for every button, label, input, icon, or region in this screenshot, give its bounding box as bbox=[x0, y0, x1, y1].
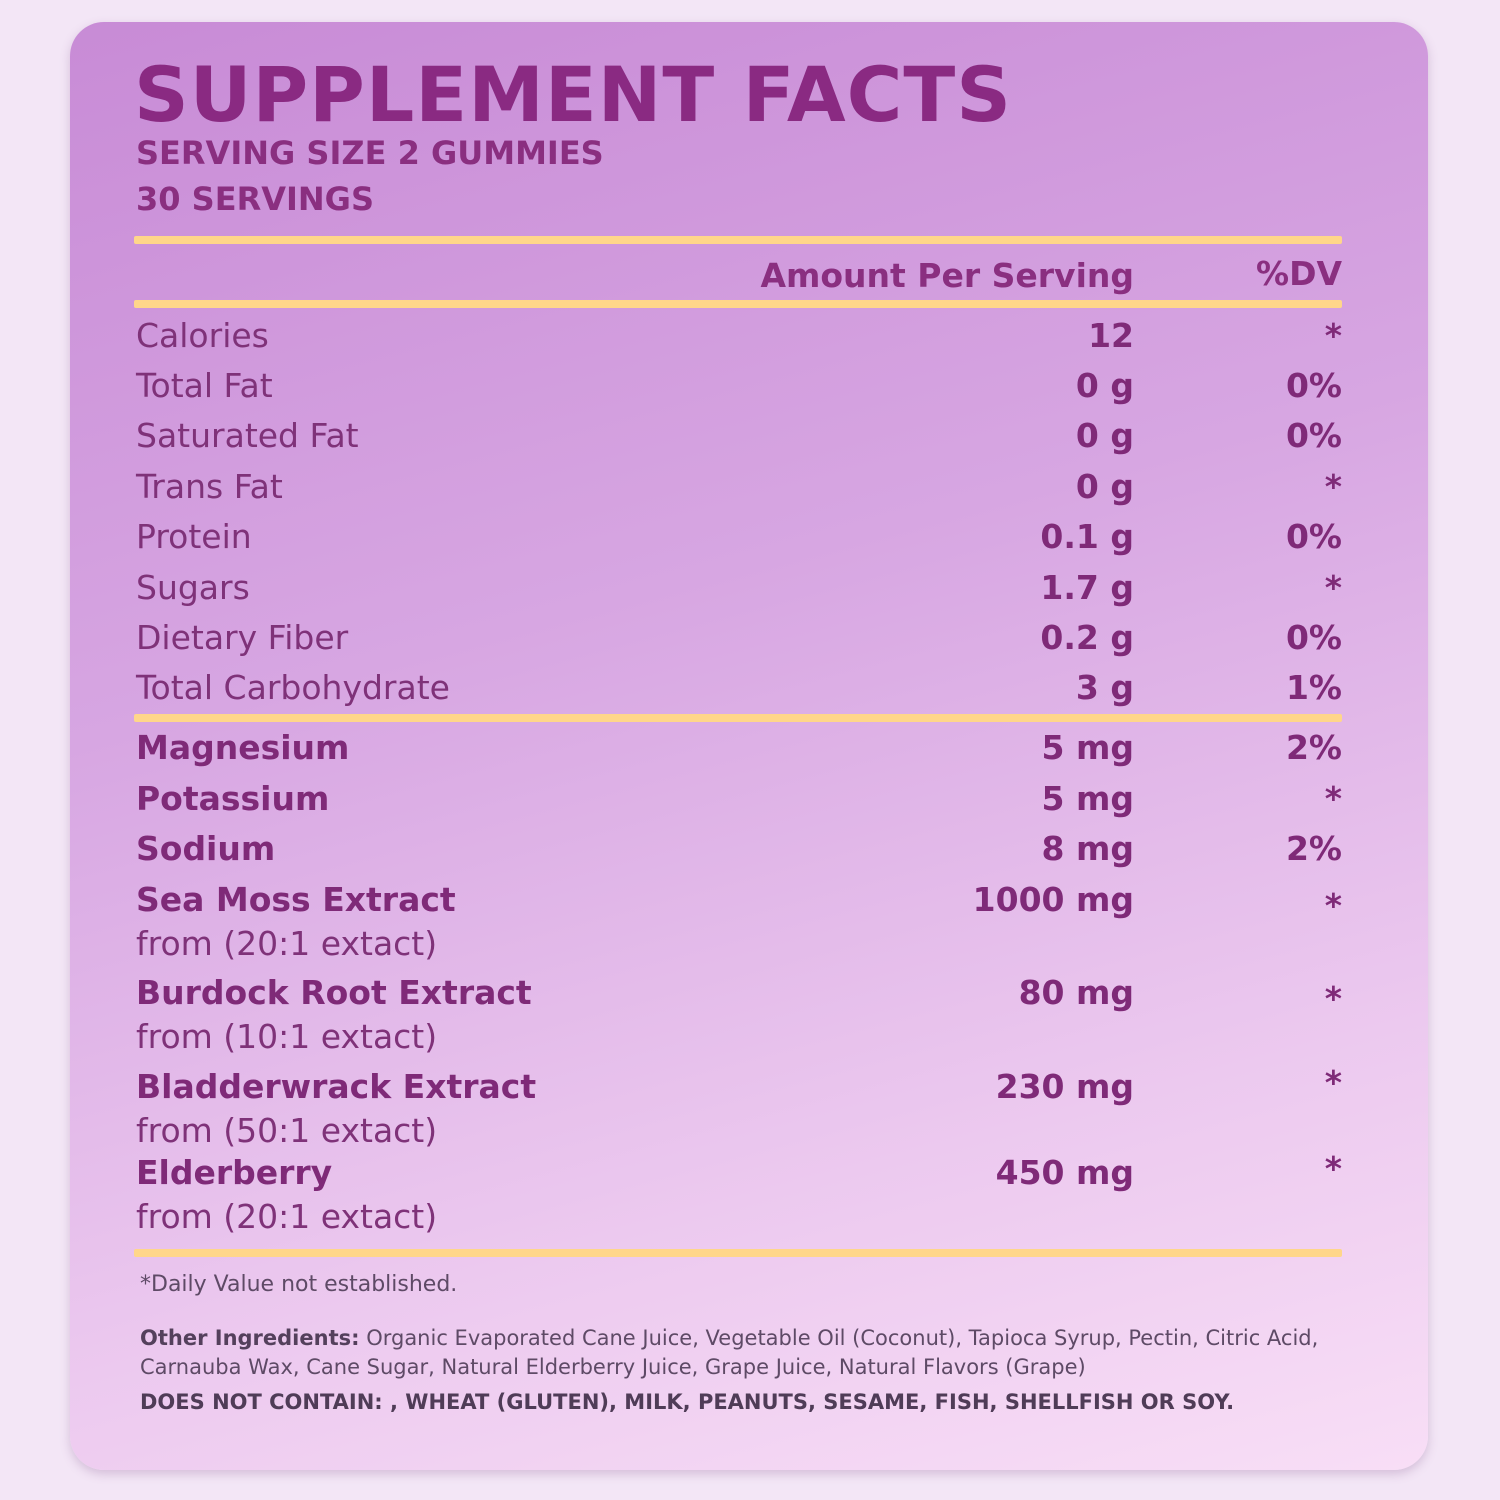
divider-nutrients bbox=[134, 714, 1342, 722]
other-ingredients-label: Other Ingredients: bbox=[140, 1326, 360, 1350]
dv-column-header: %DV bbox=[1256, 254, 1342, 293]
extract-dv: * bbox=[1324, 979, 1342, 1018]
mineral-row: Potassium 5 mg * bbox=[136, 779, 1342, 829]
nutrient-dv: 0% bbox=[1285, 416, 1342, 455]
supplement-facts-panel: SUPPLEMENT FACTS SERVING SIZE 2 GUMMIES … bbox=[70, 22, 1428, 1470]
extract-label: Sea Moss Extract bbox=[136, 880, 456, 919]
extract-row: Elderberry from (20:1 extact) 450 mg * bbox=[136, 1149, 1342, 1243]
extract-label: Bladderwrack Extract bbox=[136, 1067, 537, 1106]
extract-amount: 1000 mg bbox=[972, 880, 1134, 919]
divider-top bbox=[134, 236, 1342, 244]
divider-header bbox=[134, 300, 1342, 308]
nutrient-label: Protein bbox=[136, 517, 252, 556]
extract-label: Elderberry bbox=[136, 1153, 333, 1192]
dv-footnote: *Daily Value not established. bbox=[140, 1272, 458, 1297]
servings-count: 30 SERVINGS bbox=[136, 180, 374, 218]
nutrient-dv: 0% bbox=[1285, 366, 1342, 405]
nutrient-amount: 0 g bbox=[1075, 467, 1134, 506]
mineral-label: Sodium bbox=[136, 829, 276, 868]
extract-row: Sea Moss Extract from (20:1 extact) 1000… bbox=[136, 880, 1342, 970]
mineral-dv: * bbox=[1324, 779, 1342, 818]
mineral-row: Magnesium 5 mg 2% bbox=[136, 728, 1342, 778]
extract-dv: * bbox=[1324, 886, 1342, 925]
nutrient-label: Total Fat bbox=[136, 366, 273, 405]
mineral-row: Sodium 8 mg 2% bbox=[136, 829, 1342, 879]
nutrient-row: Trans Fat 0 g * bbox=[136, 467, 1342, 517]
nutrient-dv: 1% bbox=[1285, 668, 1342, 707]
nutrient-label: Dietary Fiber bbox=[136, 618, 349, 657]
mineral-amount: 5 mg bbox=[1041, 728, 1134, 767]
nutrient-amount: 0 g bbox=[1075, 366, 1134, 405]
nutrient-amount: 0.1 g bbox=[1040, 517, 1134, 556]
nutrient-label: Trans Fat bbox=[136, 467, 283, 506]
extract-detail: from (20:1 extact) bbox=[136, 924, 438, 963]
nutrient-label: Calories bbox=[136, 316, 269, 355]
extract-detail: from (10:1 extact) bbox=[136, 1017, 438, 1056]
extract-amount: 450 mg bbox=[995, 1153, 1134, 1192]
other-ingredients: Other Ingredients: Organic Evaporated Ca… bbox=[140, 1324, 1390, 1382]
nutrient-row: Protein 0.1 g 0% bbox=[136, 517, 1342, 567]
nutrient-amount: 12 bbox=[1088, 316, 1134, 355]
nutrient-label: Total Carbohydrate bbox=[136, 668, 450, 707]
extract-dv: * bbox=[1324, 1063, 1342, 1102]
nutrient-dv: 0% bbox=[1285, 517, 1342, 556]
extract-detail: from (20:1 extact) bbox=[136, 1197, 438, 1236]
extract-row: Bladderwrack Extract from (50:1 extact) … bbox=[136, 1063, 1342, 1157]
extract-dv: * bbox=[1324, 1149, 1342, 1188]
nutrient-label: Sugars bbox=[136, 568, 250, 607]
nutrient-row: Total Fat 0 g 0% bbox=[136, 366, 1342, 416]
nutrient-row: Calories 12 * bbox=[136, 316, 1342, 366]
serving-size: SERVING SIZE 2 GUMMIES bbox=[136, 134, 604, 172]
nutrient-dv: * bbox=[1324, 467, 1342, 506]
nutrient-amount: 0.2 g bbox=[1040, 618, 1134, 657]
nutrient-amount: 1.7 g bbox=[1040, 568, 1134, 607]
panel-title: SUPPLEMENT FACTS bbox=[134, 50, 1013, 139]
extract-label: Burdock Root Extract bbox=[136, 973, 532, 1012]
nutrient-dv: 0% bbox=[1285, 618, 1342, 657]
nutrient-row: Saturated Fat 0 g 0% bbox=[136, 416, 1342, 466]
mineral-dv: 2% bbox=[1285, 829, 1342, 868]
amount-column-header: Amount Per Serving bbox=[760, 256, 1134, 295]
mineral-amount: 5 mg bbox=[1041, 779, 1134, 818]
nutrient-row: Sugars 1.7 g * bbox=[136, 568, 1342, 618]
allergen-statement: DOES NOT CONTAIN: , WHEAT (GLUTEN), MILK… bbox=[140, 1390, 1235, 1414]
extract-row: Burdock Root Extract from (10:1 extact) … bbox=[136, 973, 1342, 1063]
other-ingredients-text: Organic Evaporated Cane Juice, Vegetable… bbox=[140, 1326, 1319, 1379]
nutrient-row: Dietary Fiber 0.2 g 0% bbox=[136, 618, 1342, 668]
extract-amount: 230 mg bbox=[995, 1067, 1134, 1106]
divider-bottom bbox=[134, 1249, 1342, 1257]
nutrient-label: Saturated Fat bbox=[136, 416, 359, 455]
nutrient-dv: * bbox=[1324, 568, 1342, 607]
mineral-amount: 8 mg bbox=[1041, 829, 1134, 868]
nutrient-dv: * bbox=[1324, 316, 1342, 355]
nutrient-row: Total Carbohydrate 3 g 1% bbox=[136, 668, 1342, 718]
extract-amount: 80 mg bbox=[1018, 973, 1134, 1012]
extract-detail: from (50:1 extact) bbox=[136, 1111, 438, 1150]
mineral-label: Magnesium bbox=[136, 728, 350, 767]
mineral-label: Potassium bbox=[136, 779, 330, 818]
nutrient-amount: 3 g bbox=[1075, 668, 1134, 707]
nutrient-amount: 0 g bbox=[1075, 416, 1134, 455]
mineral-dv: 2% bbox=[1285, 728, 1342, 767]
